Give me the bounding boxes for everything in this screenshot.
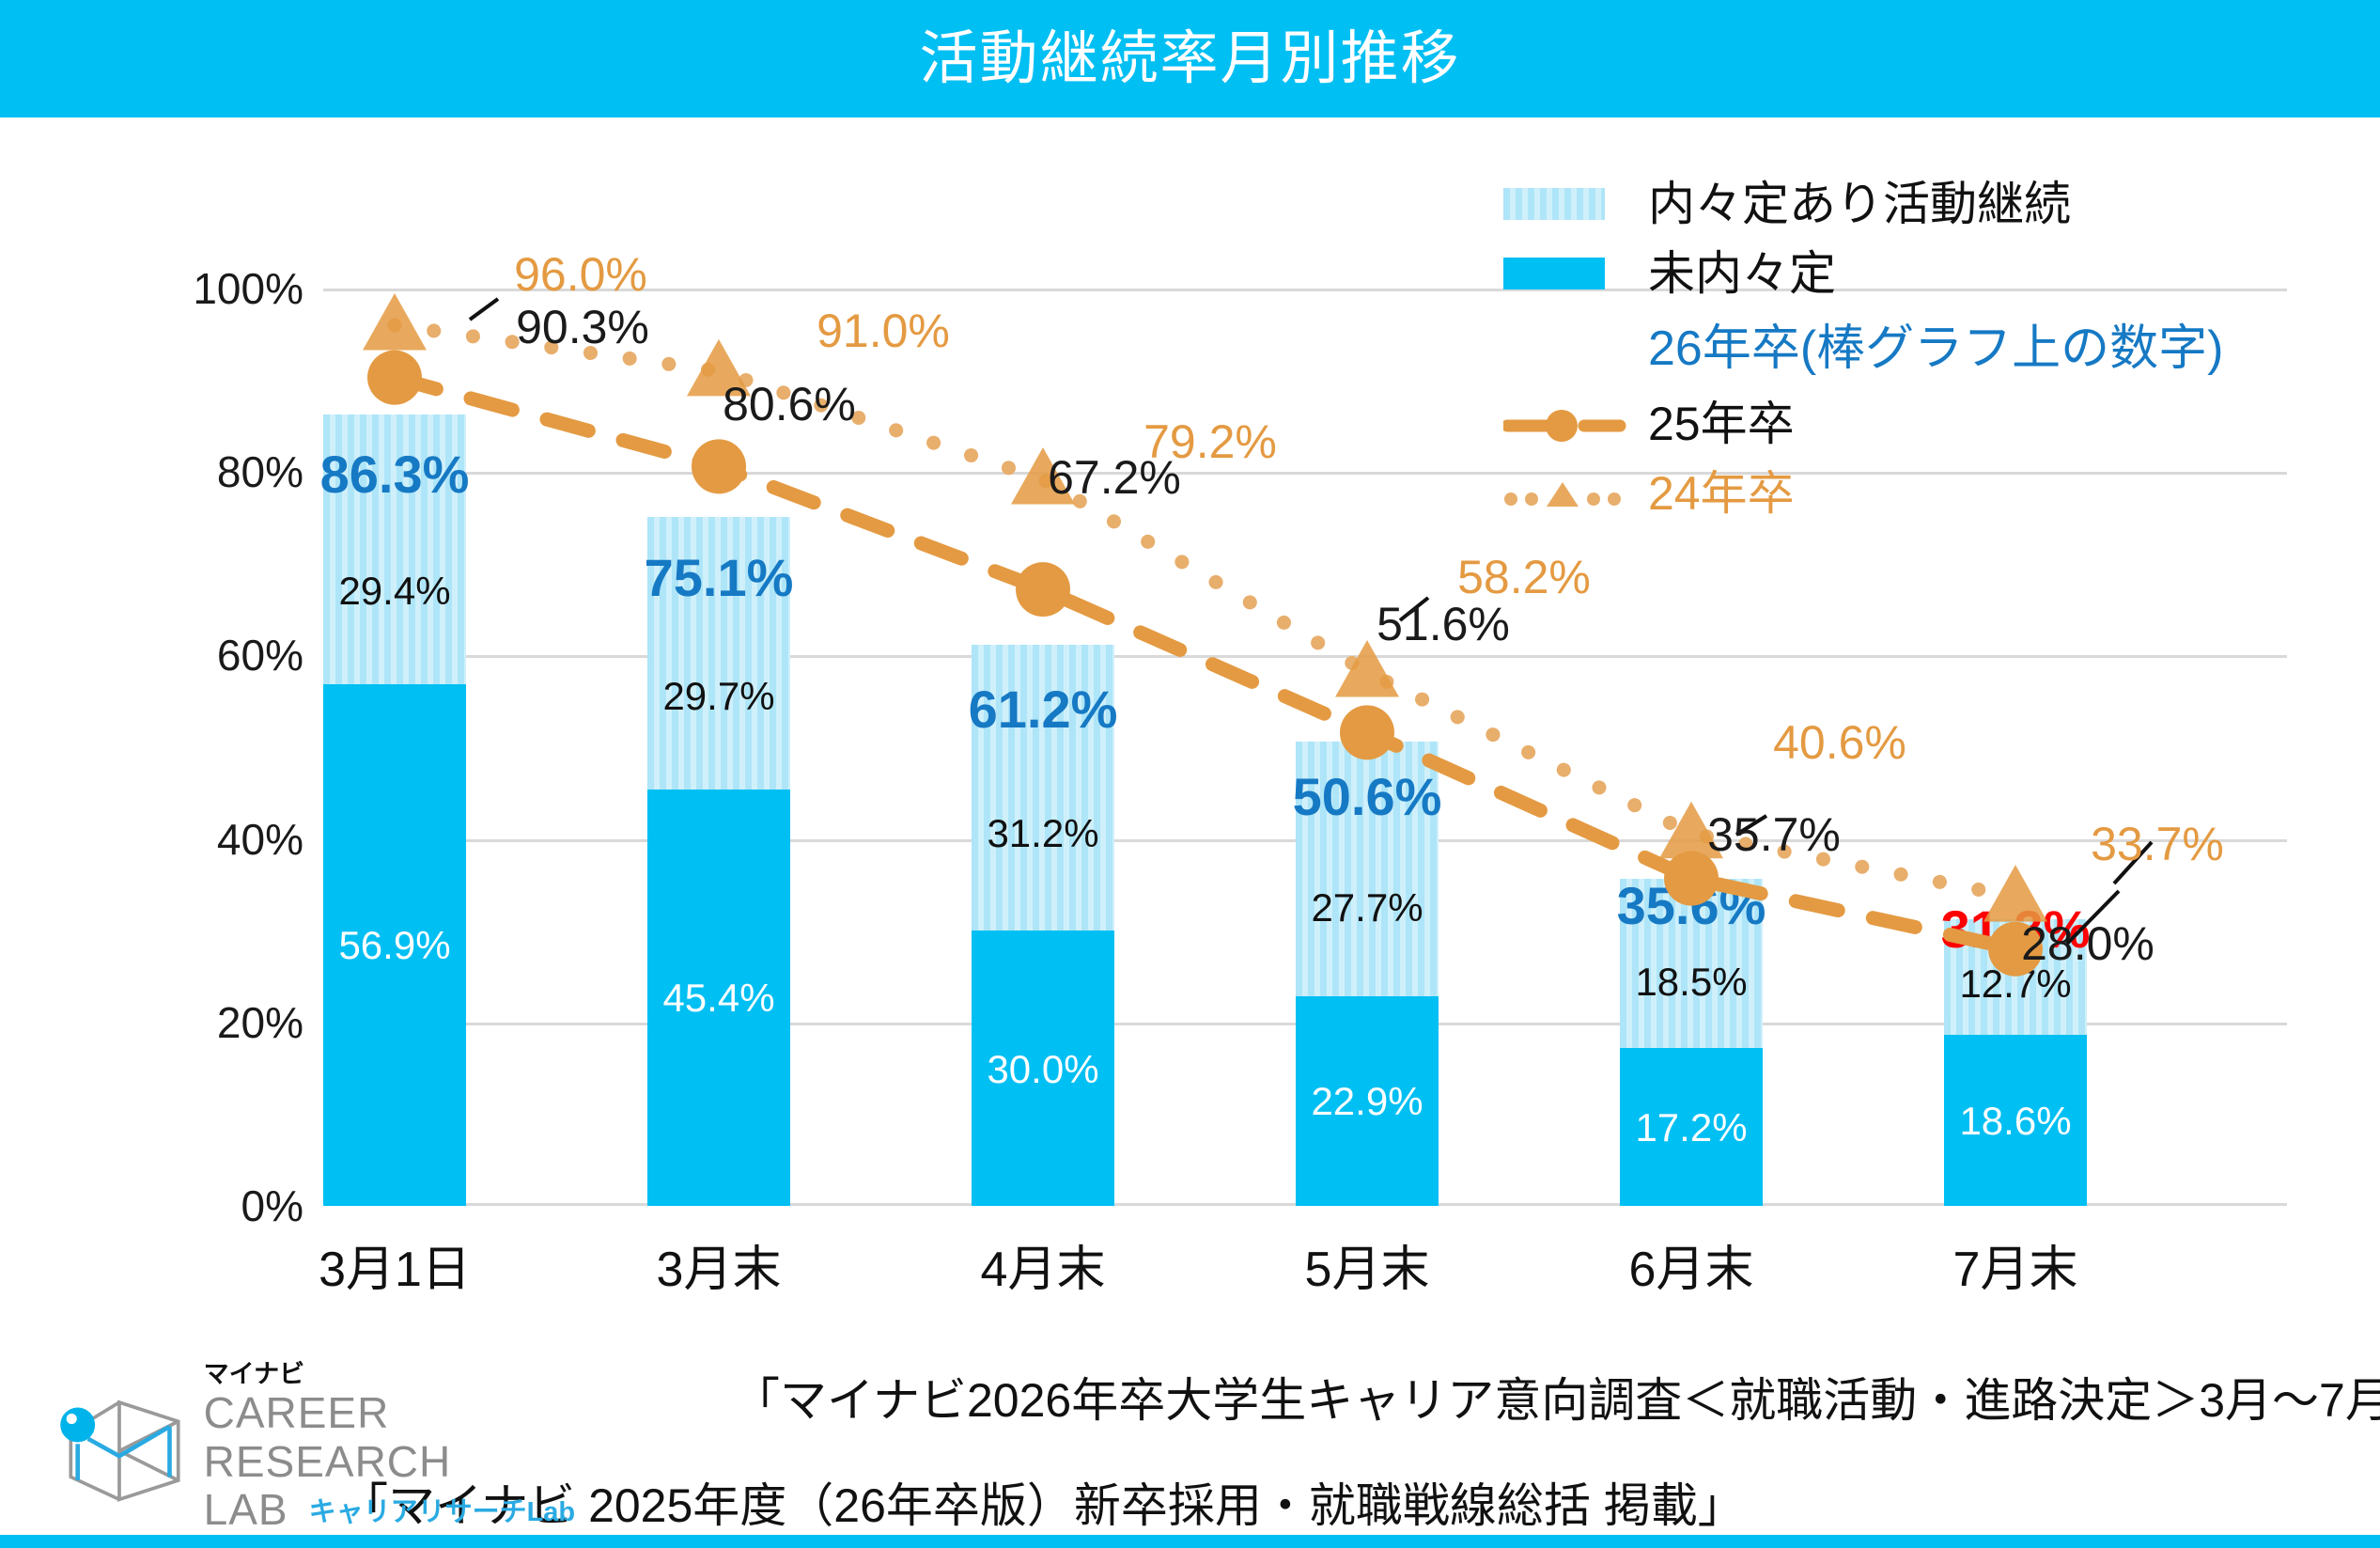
bar-bottom-segment-label: 17.2% xyxy=(1635,1108,1747,1148)
logo-sub: キャリアリサーチLab xyxy=(309,1491,576,1534)
logo-line-1: CAREER RESEARCH xyxy=(204,1389,615,1486)
legend-item-25[interactable]: 25年卒 xyxy=(1503,389,2283,459)
x-axis-tick: 5月末 xyxy=(1207,1229,1527,1300)
x-axis-tick: 6月末 xyxy=(1532,1229,1851,1300)
bar-bottom-segment-label: 22.9% xyxy=(1311,1082,1423,1121)
bar-top-segment-label: 12.7% xyxy=(1959,964,2071,1004)
line-label-25: 90.3% xyxy=(516,304,649,351)
legend-label: 26年卒(棒グラフ上の数字) xyxy=(1648,324,2223,373)
line-label-24: 79.2% xyxy=(1143,418,1277,465)
x-axis-tick: 4月末 xyxy=(883,1229,1203,1300)
legend-label: 24年卒 xyxy=(1648,470,1795,517)
bar-bottom-segment-label: 18.6% xyxy=(1959,1102,2071,1141)
line-label-25: 80.6% xyxy=(723,381,856,428)
line-label-25: 35.7% xyxy=(1707,811,1841,858)
logo-line-2: LAB xyxy=(204,1486,288,1535)
legend-label: 内々定あり活動継続 xyxy=(1648,180,2071,227)
bar-bottom-segment-label: 56.9% xyxy=(338,926,450,965)
dotted-triangle-line-icon xyxy=(1503,475,1627,512)
line-label-24: 58.2% xyxy=(1457,554,1591,601)
bar-bottom-segment-label: 30.0% xyxy=(987,1050,1098,1089)
legend-item-offered-continuing[interactable]: 内々定あり活動継続 xyxy=(1503,169,2283,239)
bar-top-segment-label: 29.7% xyxy=(662,677,774,716)
logo-brand-jp: マイナビ xyxy=(204,1360,615,1389)
title-bar: 活動継続率月別推移 xyxy=(0,0,2380,117)
line-label-24: 91.0% xyxy=(817,307,950,354)
bar-total-label: 50.6% xyxy=(1293,771,1442,823)
legend-item-26[interactable]: 26年卒(棒グラフ上の数字) xyxy=(1503,308,2283,389)
legend-label: 未内々定 xyxy=(1648,250,1836,297)
bar-total-label: 35.6% xyxy=(1617,880,1766,932)
striped-swatch-icon xyxy=(1503,185,1627,223)
bar-bottom-segment-label: 45.4% xyxy=(662,978,774,1018)
bar-top-segment-label: 29.4% xyxy=(338,571,450,611)
cube-logo-icon xyxy=(52,1382,191,1513)
bar-total-label: 75.1% xyxy=(645,552,794,604)
bar-top-segment-label: 18.5% xyxy=(1635,962,1747,1002)
line-label-24: 40.6% xyxy=(1773,719,1906,766)
logo: マイナビ CAREER RESEARCH LAB キャリアリサーチLab xyxy=(52,1382,615,1513)
chart-page: 活動継続率月別推移 100% 80% 60% 40% 20% 0% 86.3% … xyxy=(0,0,2380,1548)
x-axis-tick: 3月1日 xyxy=(235,1229,554,1300)
empty-swatch-icon xyxy=(1503,330,1627,367)
y-axis-tick: 60% xyxy=(116,630,303,680)
bar-total-label: 86.3% xyxy=(320,448,470,501)
page-title: 活動継続率月別推移 xyxy=(919,30,1460,88)
bottom-accent-bar xyxy=(0,1535,2380,1548)
legend-item-24[interactable]: 24年卒 xyxy=(1503,459,2283,528)
bar-top-segment-label: 27.7% xyxy=(1311,888,1423,928)
y-axis-tick: 0% xyxy=(116,1181,303,1231)
y-axis-tick: 100% xyxy=(116,263,303,314)
gridline xyxy=(323,655,2287,658)
x-axis-tick: 7月末 xyxy=(1856,1229,2175,1300)
line-label-25: 51.6% xyxy=(1377,601,1510,648)
y-axis-tick: 80% xyxy=(116,446,303,497)
y-axis-tick: 20% xyxy=(116,997,303,1048)
dashed-circle-line-icon xyxy=(1503,405,1627,443)
line-label-24: 96.0% xyxy=(514,251,647,298)
x-axis-tick: 3月末 xyxy=(559,1229,879,1300)
line-label-24: 33.7% xyxy=(2091,821,2224,868)
legend: 内々定あり活動継続 未内々定 26年卒(棒グラフ上の数字) 25年卒 xyxy=(1503,169,2283,528)
bar-total-label: 61.2% xyxy=(969,683,1118,736)
y-axis-tick: 40% xyxy=(116,814,303,865)
solid-swatch-icon xyxy=(1503,255,1627,292)
bar-top-segment-label: 31.2% xyxy=(987,814,1098,853)
legend-item-unoffered[interactable]: 未内々定 xyxy=(1503,239,2283,308)
legend-label: 25年卒 xyxy=(1648,400,1795,447)
line-label-25: 28.0% xyxy=(2021,920,2154,967)
source-note-1: 「マイナビ2026年卒大学生キャリア意向調査＜就職活動・進路決定＞3月～7月」 xyxy=(733,1363,2380,1431)
